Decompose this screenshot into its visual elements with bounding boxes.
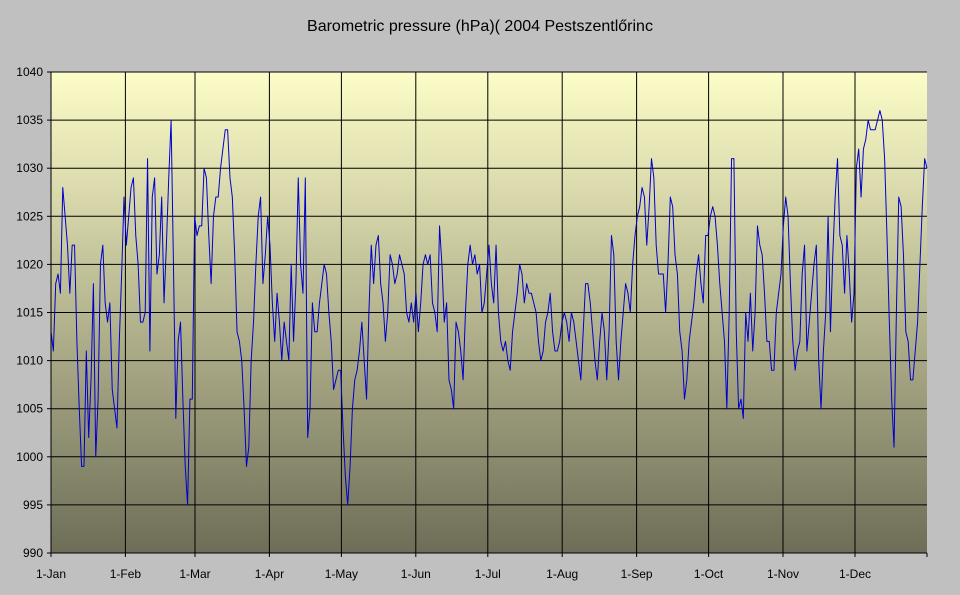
x-tick-label: 1-Nov: [767, 567, 799, 581]
y-tick-label: 990: [23, 546, 43, 560]
x-tick-label: 1-Jul: [475, 567, 501, 581]
series-layer: [50, 109, 928, 506]
y-axis-ticks: 990 995 1000 1005 1010 1015 1020 1025 1030 1035 10…: [16, 65, 51, 560]
series-line: [50, 109, 928, 506]
x-tick-label: 1-Mar: [179, 567, 210, 581]
x-tick-label: 1-Feb: [110, 567, 142, 581]
x-tick-label: 1-Apr: [255, 567, 284, 581]
x-tick-label: 1-Jan: [36, 567, 66, 581]
x-tick-label: 1-Sep: [621, 567, 653, 581]
y-tick-label: 1015: [16, 306, 43, 320]
x-tick-label: 1-May: [325, 567, 358, 581]
y-tick-label: 995: [23, 498, 43, 512]
y-tick-label: 1025: [16, 209, 43, 223]
x-axis-ticks: 1-Jan 1-Feb 1-Mar 1-Apr 1-May 1-Jun 1-Jul 1-Aug…: [36, 553, 928, 581]
x-tick-label: 1-Aug: [546, 567, 578, 581]
x-tick-label: 1-Dec: [839, 567, 871, 581]
x-tick-label: 1-Jun: [401, 567, 431, 581]
vertical-gridlines: [124, 72, 856, 553]
y-tick-label: 1035: [16, 113, 43, 127]
y-tick-label: 1030: [16, 161, 43, 175]
horizontal-gridlines: [51, 71, 927, 554]
chart-title: Barometric pressure (hPa)( 2004 Pestszen…: [307, 18, 653, 35]
x-tick-label: 1-Oct: [694, 567, 724, 581]
y-tick-label: 1005: [16, 402, 43, 416]
y-tick-label: 1010: [16, 354, 43, 368]
y-tick-label: 1000: [16, 450, 43, 464]
y-tick-label: 1020: [16, 257, 43, 271]
y-tick-label: 1040: [16, 65, 43, 79]
